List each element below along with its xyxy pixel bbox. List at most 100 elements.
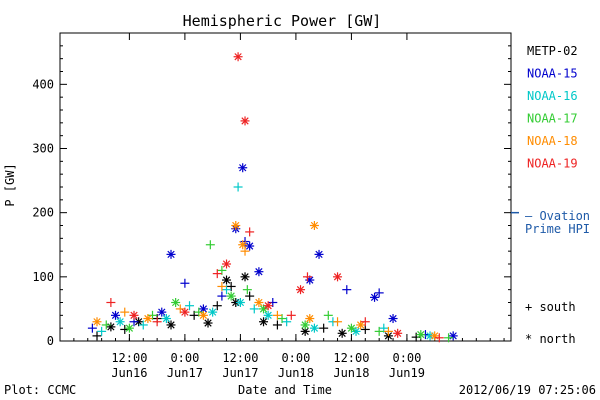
- x-tick-date-label-4: Jun18: [333, 366, 369, 380]
- point-noaa-19-9: [263, 301, 273, 311]
- legend-entry-noaa-15: NOAA-15: [527, 67, 578, 81]
- series-noaa-17: [101, 240, 454, 343]
- marker-legend-south: + south: [525, 300, 576, 314]
- x-tick-time-label-3: 0:00: [281, 351, 310, 365]
- point-noaa-17-5: [205, 240, 215, 250]
- point-noaa-18-1: [120, 307, 130, 317]
- point-noaa-18-16: [430, 331, 440, 341]
- point-noaa-19-10: [286, 310, 296, 320]
- ovation-legend: — Ovation Prime HPI: [525, 209, 590, 236]
- point-noaa-15-17: [370, 292, 380, 302]
- point-noaa-16-11: [282, 317, 292, 327]
- x-tick-time-label-5: 0:00: [392, 351, 421, 365]
- series-noaa-16: [97, 182, 435, 341]
- point-metp-02-19: [360, 324, 370, 334]
- x-tick-time-label-4: 12:00: [333, 351, 369, 365]
- point-noaa-16-7: [233, 182, 243, 192]
- point-noaa-18-7: [238, 240, 248, 250]
- point-noaa-15-11: [245, 241, 255, 251]
- legend-entry-noaa-18: NOAA-18: [527, 134, 578, 148]
- point-noaa-15-5: [180, 278, 190, 288]
- point-metp-02-0: [92, 331, 102, 341]
- point-noaa-19-1: [129, 310, 139, 320]
- point-noaa-19-12: [302, 272, 312, 282]
- point-noaa-16-8: [235, 298, 245, 307]
- point-noaa-18-8: [240, 246, 250, 256]
- point-noaa-16-3: [161, 314, 171, 324]
- point-noaa-16-12: [309, 323, 319, 333]
- point-noaa-18-6: [231, 221, 241, 230]
- point-noaa-19-15: [393, 328, 403, 338]
- point-noaa-17-4: [194, 307, 204, 317]
- point-noaa-18-10: [272, 310, 282, 320]
- point-noaa-15-13: [268, 298, 278, 307]
- x-tick-time-label-1: 0:00: [170, 351, 199, 365]
- point-metp-02-17: [319, 323, 329, 333]
- point-noaa-19-7: [240, 116, 250, 126]
- x-tick-date-label-1: Jun17: [167, 366, 203, 380]
- point-noaa-19-3: [180, 307, 190, 317]
- legend-entry-noaa-19: NOAA-19: [527, 157, 578, 171]
- point-noaa-18-5: [217, 281, 227, 291]
- series-metp-02: [92, 272, 421, 342]
- point-noaa-18-11: [305, 314, 315, 324]
- legend-entry-metp-02: METP-02: [527, 44, 578, 58]
- point-noaa-15-7: [217, 291, 227, 301]
- point-noaa-19-8: [245, 227, 255, 237]
- point-noaa-18-9: [254, 298, 264, 307]
- series-noaa-18: [92, 221, 440, 341]
- point-metp-02-5: [166, 320, 176, 330]
- x-tick-time-label-0: 12:00: [111, 351, 147, 365]
- point-metp-02-9: [222, 275, 232, 285]
- y-tick-label-4: 400: [32, 77, 54, 91]
- point-noaa-15-3: [157, 307, 167, 317]
- point-noaa-19-5: [222, 259, 232, 269]
- point-noaa-16-1: [115, 317, 125, 327]
- point-noaa-17-16: [444, 333, 454, 343]
- point-noaa-17-0: [101, 320, 111, 330]
- timestamp-label: 2012/06/19 07:25:06: [459, 383, 596, 397]
- point-noaa-17-7: [226, 291, 236, 301]
- legend: METP-02 NOAA-15 NOAA-16 NOAA-17 NOAA-18 NOAA-…: [527, 44, 578, 171]
- point-noaa-17-8: [242, 285, 252, 295]
- y-tick-label-3: 300: [32, 142, 54, 156]
- source-label: Plot: CCMC: [4, 383, 76, 397]
- point-noaa-16-15: [379, 323, 389, 333]
- point-metp-02-8: [212, 301, 222, 311]
- point-noaa-15-1: [111, 310, 121, 320]
- point-noaa-18-15: [383, 326, 393, 336]
- point-noaa-16-10: [263, 310, 273, 320]
- point-noaa-18-3: [175, 304, 185, 314]
- point-noaa-19-11: [296, 285, 306, 295]
- point-noaa-16-14: [351, 326, 361, 336]
- chart-title: Hemispheric Power [GW]: [183, 12, 382, 30]
- point-metp-02-12: [240, 272, 250, 282]
- point-noaa-18-2: [143, 314, 153, 324]
- x-axis-label: Date and Time: [238, 383, 332, 397]
- point-metp-02-21: [411, 332, 421, 342]
- point-noaa-17-12: [323, 310, 333, 320]
- point-noaa-18-4: [198, 310, 208, 320]
- y-axis-label: P [GW]: [3, 163, 17, 206]
- plot-frame: [59, 32, 512, 342]
- point-noaa-15-16: [342, 285, 352, 295]
- legend-entry-noaa-17: NOAA-17: [527, 112, 578, 126]
- point-noaa-17-10: [277, 314, 287, 324]
- point-metp-02-7: [203, 318, 213, 328]
- point-metp-02-14: [259, 317, 269, 327]
- ovation-label-line-2: Prime HPI: [525, 222, 590, 236]
- x-tick-date-label-2: Jun17: [222, 366, 258, 380]
- point-noaa-15-12: [254, 267, 264, 277]
- point-noaa-16-4: [185, 301, 195, 311]
- point-metp-02-18: [337, 328, 347, 338]
- point-noaa-19-6: [233, 52, 243, 62]
- point-noaa-15-15: [314, 249, 324, 259]
- marker-legend: + south * north: [525, 300, 576, 346]
- x-axis: 12:00Jun160:00Jun1712:00Jun170:00Jun1812…: [59, 33, 519, 380]
- point-noaa-15-18: [374, 288, 384, 298]
- point-metp-02-13: [245, 291, 255, 301]
- point-noaa-19-2: [152, 317, 162, 327]
- y-tick-label-2: 200: [32, 206, 54, 220]
- point-metp-02-6: [189, 310, 199, 320]
